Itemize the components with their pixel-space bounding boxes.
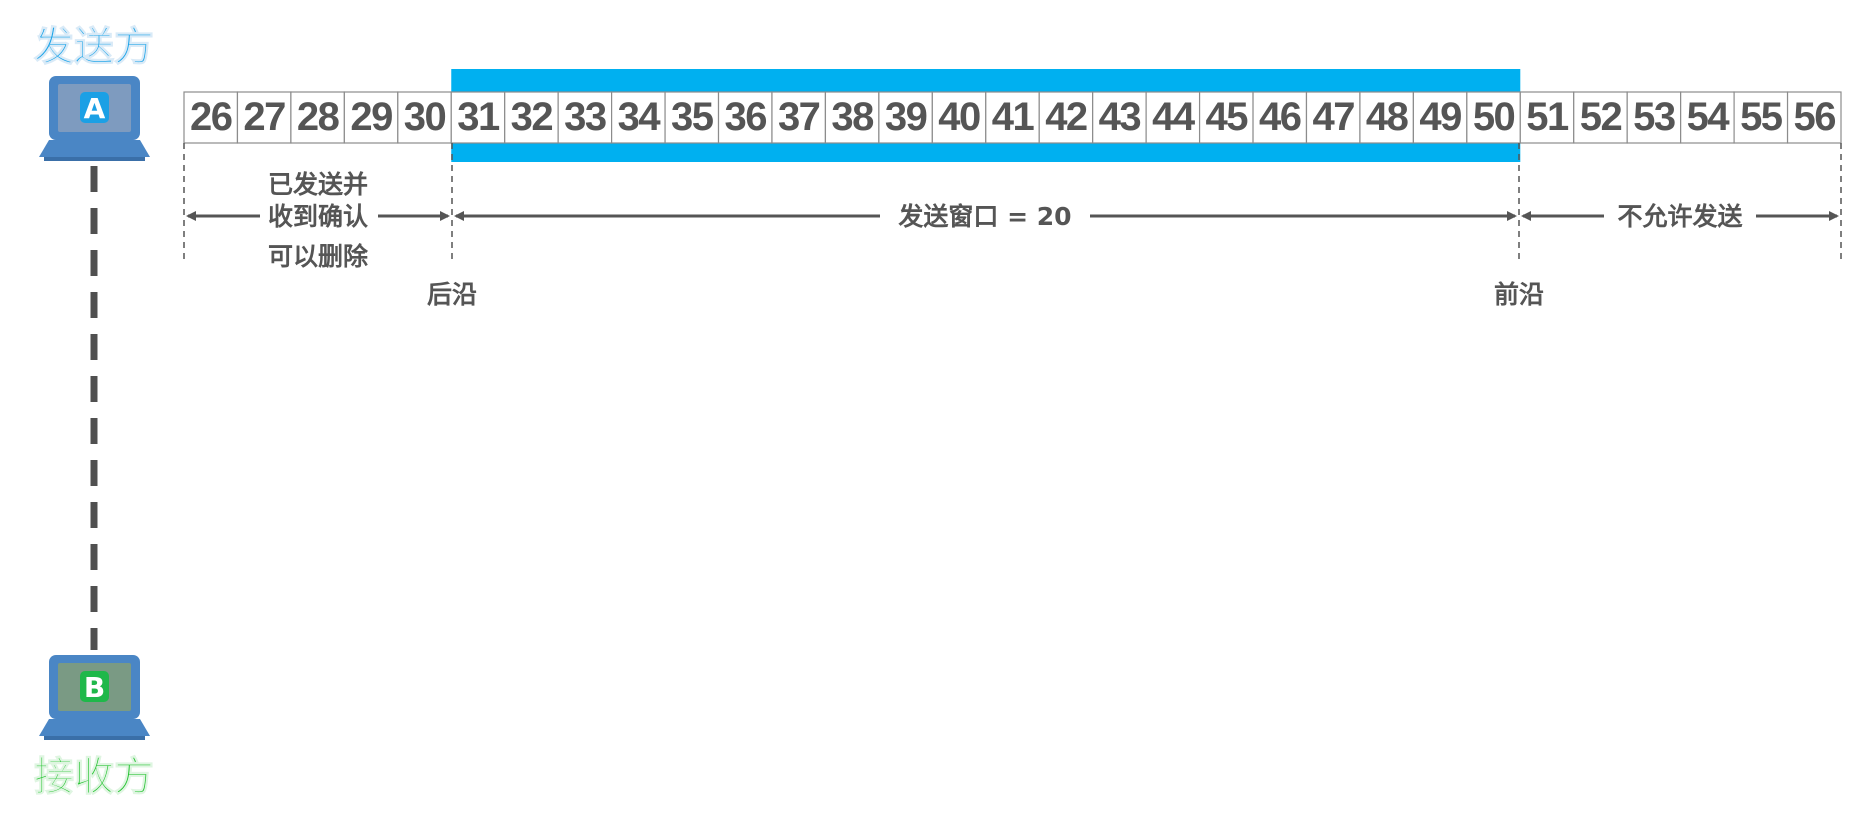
seq-cell xyxy=(1198,91,1254,144)
seq-cell xyxy=(236,91,292,144)
receiver-label: 接收方 xyxy=(34,754,154,800)
seq-cell xyxy=(1519,91,1575,144)
seq-cell xyxy=(557,91,613,144)
seq-cell xyxy=(1038,91,1094,144)
seq-number: 43 xyxy=(1099,95,1141,139)
seq-cell xyxy=(1359,91,1414,144)
seq-number: 53 xyxy=(1633,95,1675,139)
seq-number: 34 xyxy=(618,95,662,139)
seq-number: 28 xyxy=(297,95,340,139)
seq-number: 29 xyxy=(350,95,392,139)
seq-number: 50 xyxy=(1473,95,1515,139)
seq-cell xyxy=(1573,91,1628,144)
seq-number: 54 xyxy=(1687,95,1731,139)
seq-number: 49 xyxy=(1419,95,1461,139)
seq-cell xyxy=(1466,91,1521,144)
seq-cell xyxy=(771,91,827,144)
laptop-a-icon: A xyxy=(39,76,150,161)
sequence-strip: 26 27 28 29 30 31 32 33 34 35 36 37 38 39 40 41 42 43 44 45… xyxy=(183,69,1842,162)
not-allowed-label: 不允许发送 xyxy=(1617,202,1742,231)
host-a-letter: A xyxy=(84,92,106,125)
seq-cell xyxy=(1092,91,1147,144)
seq-cell xyxy=(290,91,345,144)
seq-cell xyxy=(397,91,452,144)
acked-line-3: 可以删除 xyxy=(268,242,369,271)
seq-cell xyxy=(504,91,559,144)
seq-cell xyxy=(450,91,506,144)
laptop-b-icon: B xyxy=(39,655,150,740)
seq-number: 27 xyxy=(243,95,285,139)
trailing-edge-label: 后沿 xyxy=(427,280,477,309)
seq-number: 26 xyxy=(190,95,232,139)
seq-cell xyxy=(611,91,666,144)
seq-cell xyxy=(183,91,239,144)
seq-number: 44 xyxy=(1152,95,1196,139)
seq-cell xyxy=(1305,91,1361,144)
seq-number: 47 xyxy=(1312,95,1354,139)
seq-number: 30 xyxy=(404,95,446,139)
seq-number: 46 xyxy=(1259,95,1301,139)
send-window-label: 发送窗口 = 20 xyxy=(897,202,1071,231)
seq-cell xyxy=(985,91,1040,144)
seq-number: 40 xyxy=(938,95,980,139)
seq-cell xyxy=(931,91,987,144)
seq-number: 36 xyxy=(724,95,766,139)
seq-number: 41 xyxy=(992,95,1035,139)
leading-edge-label: 前沿 xyxy=(1494,280,1544,309)
seq-cell xyxy=(1786,91,1842,144)
seq-number: 31 xyxy=(457,95,500,139)
acked-line-1: 已发送并 xyxy=(268,170,368,199)
seq-number: 45 xyxy=(1206,95,1249,139)
acked-line-2: 收到确认 xyxy=(268,202,368,231)
seq-cell xyxy=(1412,91,1468,144)
seq-number: 55 xyxy=(1740,95,1783,139)
sender-label: 发送方 xyxy=(34,24,154,70)
seq-number: 42 xyxy=(1045,95,1087,139)
seq-cell xyxy=(664,91,720,144)
seq-number: 32 xyxy=(511,95,553,139)
seq-number: 35 xyxy=(671,95,714,139)
seq-number: 48 xyxy=(1366,95,1409,139)
seq-cell xyxy=(878,91,933,144)
seq-cell xyxy=(1680,91,1735,144)
seq-number: 52 xyxy=(1580,95,1622,139)
seq-number: 51 xyxy=(1526,95,1569,139)
host-b-letter: B xyxy=(84,671,105,704)
seq-number: 38 xyxy=(831,95,874,139)
seq-cell xyxy=(1252,91,1308,144)
seq-cell xyxy=(343,91,399,144)
seq-number: 33 xyxy=(564,95,606,139)
seq-number: 39 xyxy=(885,95,927,139)
seq-number: 56 xyxy=(1794,95,1836,139)
seq-number: 37 xyxy=(778,95,820,139)
